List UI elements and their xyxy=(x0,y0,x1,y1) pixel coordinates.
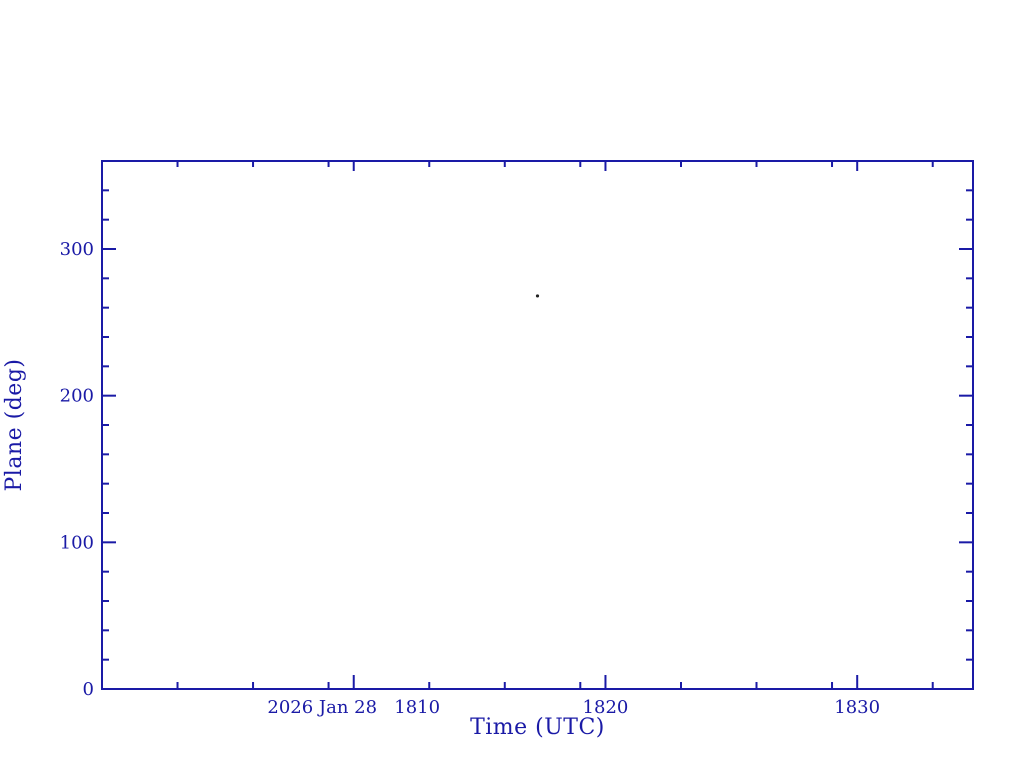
x-axis-minor-ticks xyxy=(176,161,934,689)
x-axis-title: Time (UTC) xyxy=(470,715,605,740)
y-axis-tick-labels: 0 100 200 300 xyxy=(60,239,94,700)
y-tick-label: 0 xyxy=(83,679,94,700)
y-axis-major-ticks xyxy=(102,248,973,544)
y-axis-minor-ticks xyxy=(102,189,973,661)
x-tick-label: 2026 Jan 28 1810 xyxy=(267,697,440,718)
y-tick-label: 200 xyxy=(60,386,94,407)
data-points xyxy=(535,294,540,298)
y-tick-label: 100 xyxy=(60,532,94,553)
x-tick-label: 1820 xyxy=(583,697,629,718)
y-tick-label: 300 xyxy=(60,239,94,260)
x-axis-tick-labels: 2026 Jan 28 1810 1820 1830 xyxy=(267,697,880,718)
plot-frame xyxy=(101,160,974,690)
y-axis-title: Plane (deg) xyxy=(2,358,27,492)
x-tick-label: 1830 xyxy=(834,697,880,718)
x-axis-major-ticks xyxy=(352,161,859,689)
data-point xyxy=(535,294,540,298)
